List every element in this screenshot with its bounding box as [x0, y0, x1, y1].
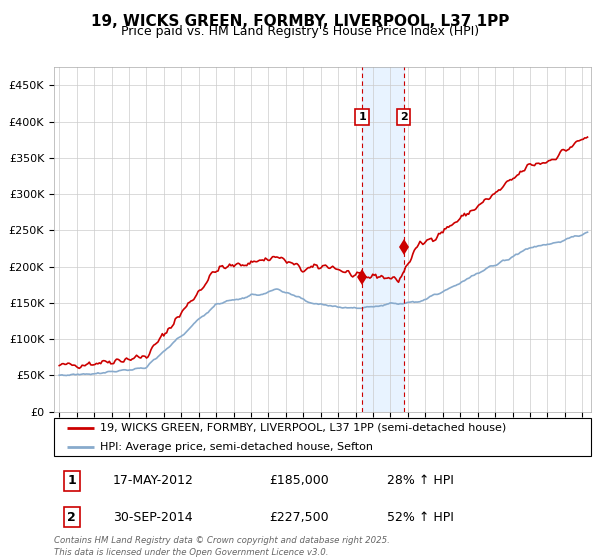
Text: 52% ↑ HPI: 52% ↑ HPI: [387, 511, 454, 524]
Text: 30-SEP-2014: 30-SEP-2014: [113, 511, 193, 524]
Text: 17-MAY-2012: 17-MAY-2012: [113, 474, 194, 487]
Text: 28% ↑ HPI: 28% ↑ HPI: [387, 474, 454, 487]
Text: 19, WICKS GREEN, FORMBY, LIVERPOOL, L37 1PP: 19, WICKS GREEN, FORMBY, LIVERPOOL, L37 …: [91, 14, 509, 29]
Text: £185,000: £185,000: [269, 474, 329, 487]
Text: 2: 2: [67, 511, 76, 524]
Text: 1: 1: [67, 474, 76, 487]
Text: £227,500: £227,500: [269, 511, 328, 524]
Text: 19, WICKS GREEN, FORMBY, LIVERPOOL, L37 1PP (semi-detached house): 19, WICKS GREEN, FORMBY, LIVERPOOL, L37 …: [100, 423, 506, 433]
Text: Contains HM Land Registry data © Crown copyright and database right 2025.
This d: Contains HM Land Registry data © Crown c…: [54, 536, 390, 557]
Bar: [362, 67, 404, 412]
Text: HPI: Average price, semi-detached house, Sefton: HPI: Average price, semi-detached house,…: [100, 442, 373, 452]
Text: 2: 2: [400, 112, 407, 122]
Text: 1: 1: [358, 112, 366, 122]
Text: Price paid vs. HM Land Registry's House Price Index (HPI): Price paid vs. HM Land Registry's House …: [121, 25, 479, 38]
